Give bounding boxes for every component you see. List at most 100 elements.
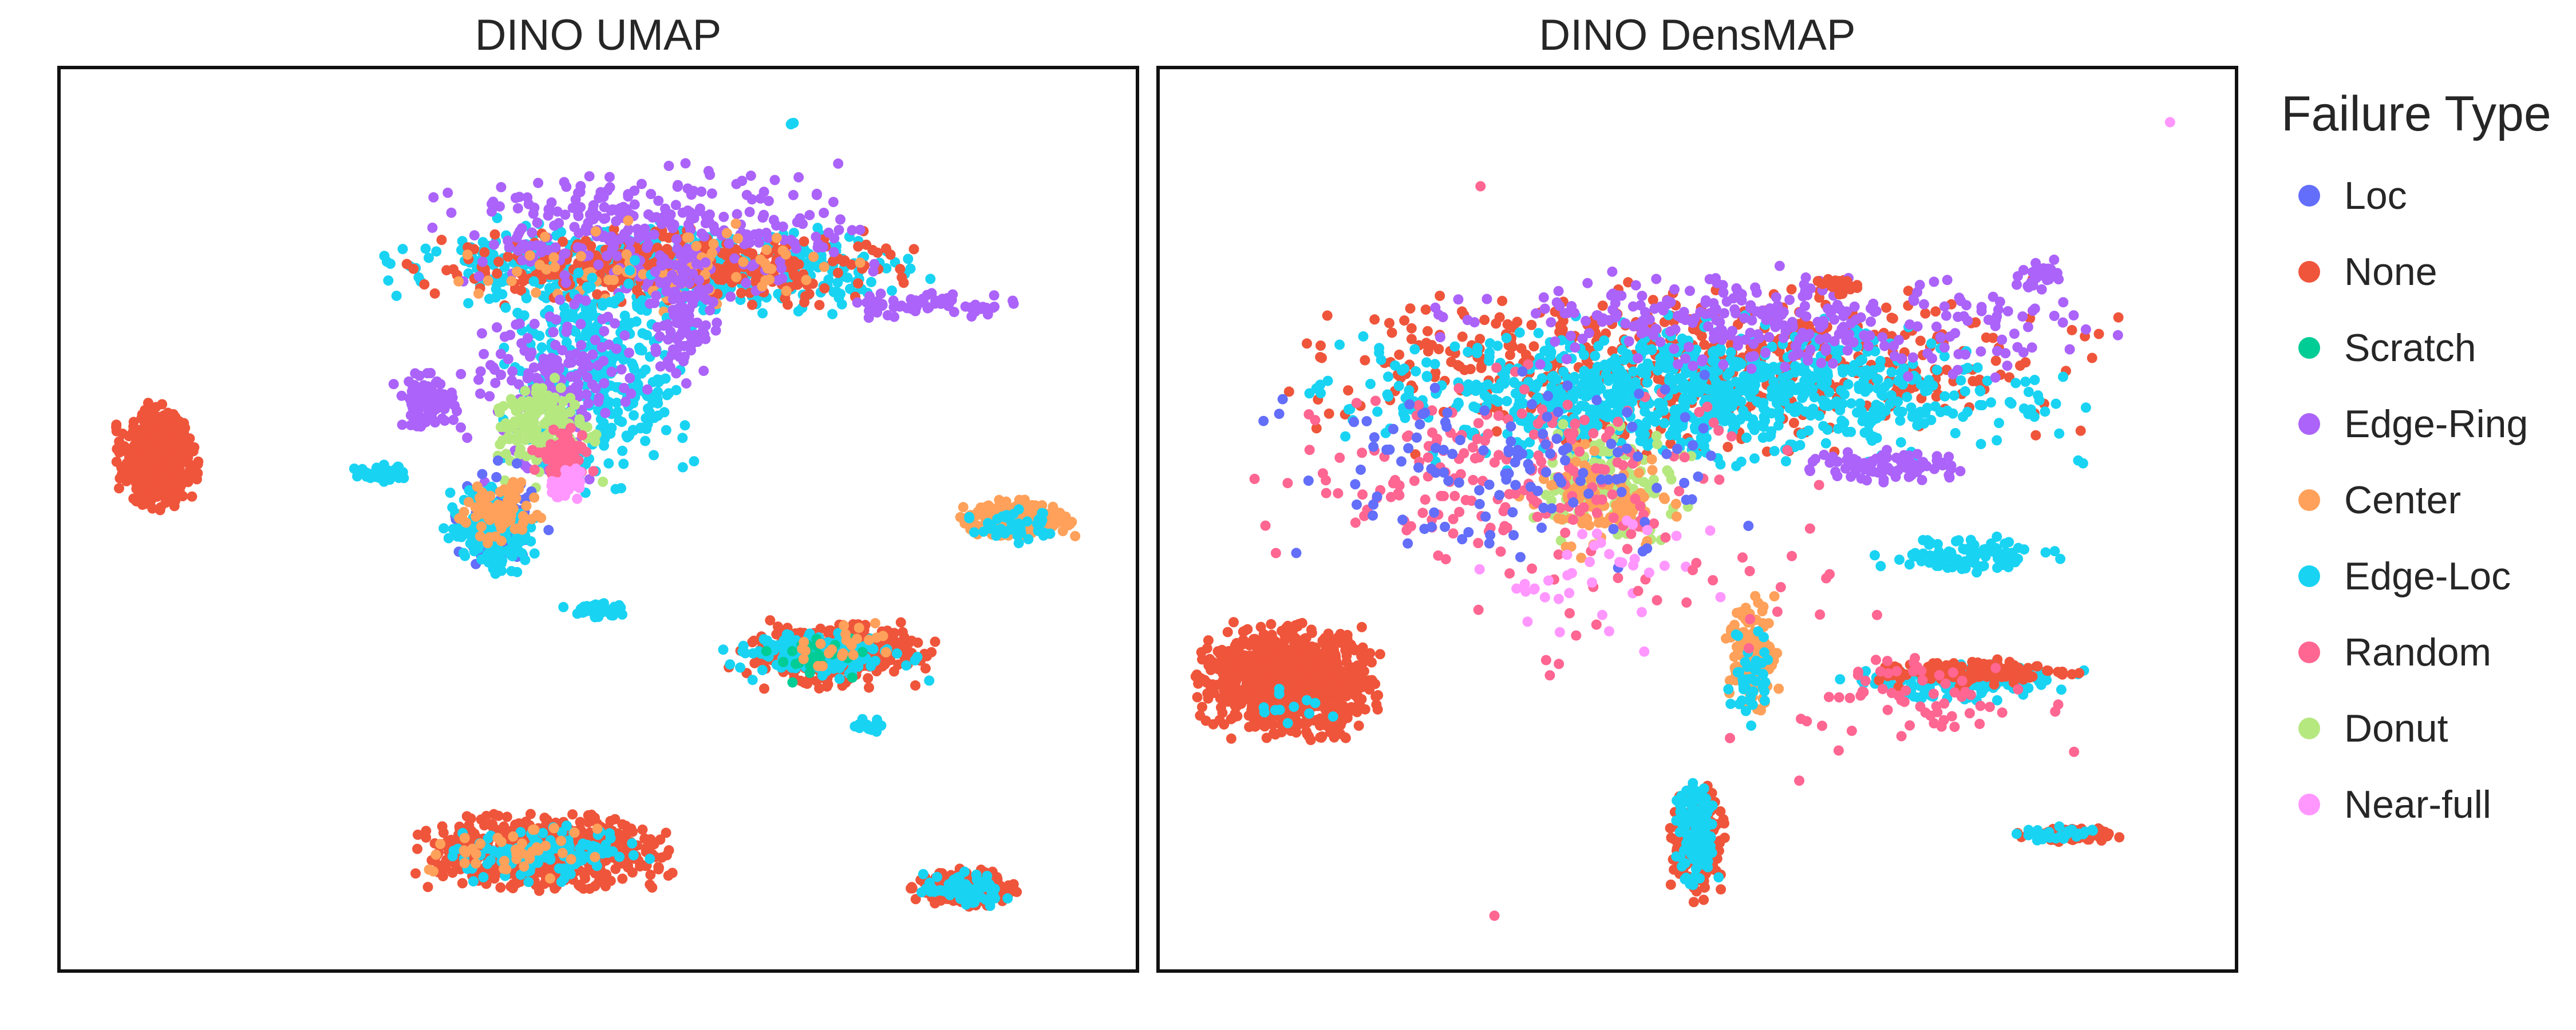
scatter-point — [724, 238, 734, 249]
scatter-point — [624, 347, 634, 358]
scatter-point — [476, 328, 487, 339]
scatter-point — [192, 468, 203, 478]
scatter-point — [634, 342, 645, 353]
scatter-point — [661, 827, 671, 838]
scatter-point — [819, 208, 829, 218]
scatter-point — [529, 548, 540, 559]
scatter-point — [617, 445, 628, 456]
scatter-point — [459, 833, 470, 843]
scatter-point — [572, 493, 583, 504]
scatter-point — [640, 435, 651, 446]
scatter-point — [412, 829, 423, 840]
scatter-point — [436, 235, 447, 245]
scatter-point — [866, 661, 876, 672]
scatter-point — [477, 469, 488, 480]
scatter-point — [520, 386, 531, 397]
scatter-point — [485, 855, 496, 866]
scatter-point — [662, 390, 673, 401]
scatter-point — [827, 644, 837, 655]
scatter-point — [409, 396, 420, 407]
scatter-point — [864, 682, 874, 693]
scatter-point — [117, 465, 128, 476]
scatter-point — [543, 204, 554, 215]
scatter-point — [688, 185, 699, 196]
scatter-point — [725, 659, 736, 670]
scatter-point — [855, 258, 866, 268]
scatter-point — [114, 473, 125, 484]
scatter-point — [178, 418, 189, 429]
scatter-point — [535, 399, 546, 410]
scatter-point — [619, 228, 630, 239]
scatter-point — [510, 845, 521, 855]
scatter-point — [1039, 528, 1050, 538]
scatter-point — [428, 866, 438, 877]
scatter-point — [987, 521, 997, 532]
scatter-point — [528, 824, 538, 835]
scatter-point — [569, 299, 580, 310]
scatter-point — [563, 835, 574, 846]
scatter-point — [573, 267, 584, 278]
scatter-point — [410, 868, 421, 879]
scatter-point — [718, 644, 729, 655]
scatter-point — [477, 488, 488, 498]
scatter-point — [906, 883, 916, 894]
scatter-point — [187, 491, 197, 502]
scatter-point — [475, 838, 486, 849]
scatter-point — [383, 275, 394, 286]
scatter-point — [735, 662, 745, 673]
scatter-point — [519, 861, 530, 872]
scatter-point — [545, 854, 556, 865]
scatter-point — [539, 418, 550, 429]
scatter-point — [457, 514, 468, 525]
cluster-none-0 — [111, 398, 204, 516]
scatter-point — [524, 853, 535, 864]
scatter-point — [602, 847, 613, 858]
scatter-point — [489, 873, 500, 884]
scatter-point — [1016, 528, 1026, 538]
scatter-point — [575, 319, 586, 330]
scatter-point — [868, 266, 879, 277]
scatter-point — [396, 390, 407, 401]
scatter-point — [827, 308, 838, 319]
scatter-point — [813, 239, 824, 249]
scatter-point — [983, 509, 994, 519]
scatter-point — [523, 368, 534, 379]
scatter-point — [391, 291, 402, 301]
scatter-point — [880, 647, 891, 657]
scatter-point — [512, 266, 523, 277]
scatter-point — [574, 482, 585, 493]
scatter-point — [746, 194, 757, 205]
scatter-point — [599, 440, 609, 451]
scatter-point — [645, 869, 656, 880]
scatter-point — [646, 189, 657, 200]
scatter-point — [744, 207, 755, 217]
scatter-point — [522, 333, 533, 343]
scatter-point — [514, 192, 525, 203]
scatter-point — [521, 293, 532, 304]
scatter-point — [452, 406, 463, 417]
scatter-point — [1066, 517, 1077, 528]
scatter-point — [597, 314, 608, 324]
scatter-point — [737, 176, 748, 187]
scatter-point — [600, 839, 611, 850]
scatter-point — [815, 639, 826, 649]
scatter-point — [495, 882, 506, 893]
scatter-point — [472, 540, 483, 550]
scatter-point — [558, 410, 569, 421]
scatter-point — [555, 382, 566, 393]
scatter-point — [471, 858, 481, 869]
scatter-point — [566, 854, 576, 865]
scatter-point — [503, 251, 513, 262]
scatter-point — [577, 854, 588, 865]
scatter-point — [435, 379, 446, 390]
scatter-point — [515, 534, 526, 545]
scatter-point — [527, 227, 538, 238]
scatter-point — [557, 488, 568, 499]
scatter-point — [462, 433, 473, 443]
scatter-point — [420, 243, 431, 254]
umap-scatter-plot — [57, 66, 1139, 973]
scatter-point — [747, 637, 758, 648]
scatter-point — [492, 322, 502, 333]
scatter-point — [988, 888, 998, 898]
scatter-point — [832, 267, 843, 278]
